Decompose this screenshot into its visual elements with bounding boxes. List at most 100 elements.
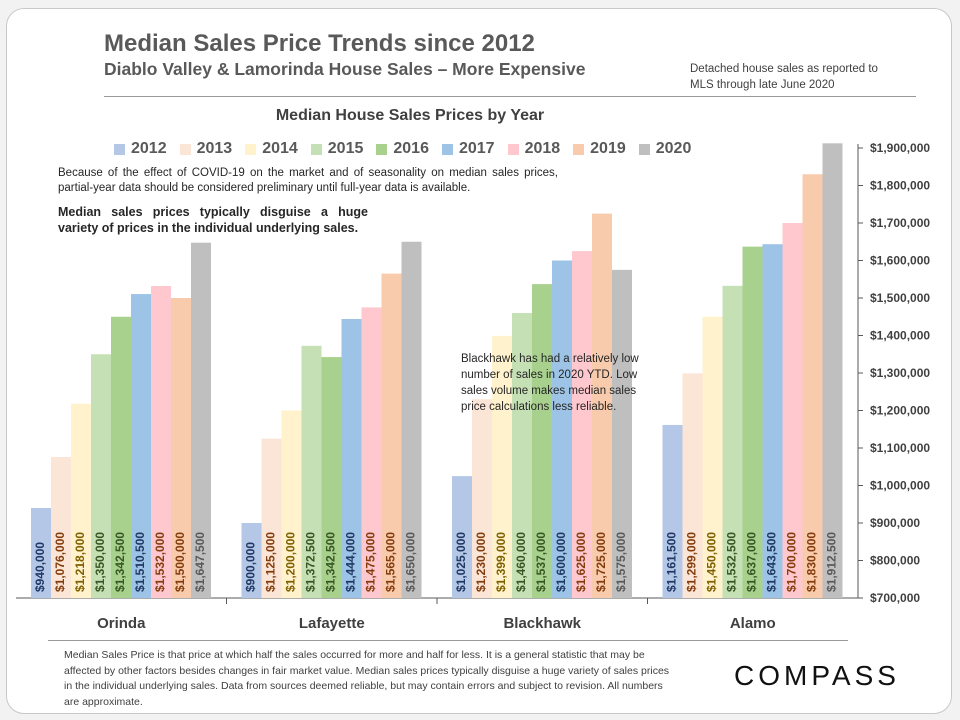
bar	[592, 213, 612, 598]
bar	[341, 319, 362, 598]
bar-data-label: $1,460,000	[514, 532, 528, 592]
bar	[91, 354, 111, 598]
legend-label: 2017	[458, 140, 495, 157]
x-category-label: Alamo	[730, 615, 776, 632]
bar-data-label: $1,575,000	[614, 532, 628, 592]
y-tick-label: $1,100,000	[870, 441, 930, 455]
x-category-label: Lafayette	[299, 615, 365, 632]
y-tick-label: $1,600,000	[870, 254, 930, 268]
bar-data-label: $1,637,000	[745, 532, 759, 592]
legend-swatch	[441, 143, 453, 155]
footer-divider	[48, 640, 848, 641]
bar-data-label: $1,230,000	[474, 532, 488, 592]
legend-swatch	[638, 143, 650, 155]
bar-data-label: $1,532,000	[153, 532, 167, 592]
bar-data-label: $1,125,000	[264, 532, 278, 592]
legend-label: 2019	[590, 140, 626, 157]
legend-swatch	[573, 143, 585, 155]
covid-note: Because of the effect of COVID-19 on the…	[58, 167, 558, 194]
bar-data-label: $1,500,000	[173, 532, 187, 592]
legend-label: 2012	[131, 140, 167, 157]
bar-data-label: $1,912,500	[825, 532, 839, 592]
y-tick-label: $1,900,000	[870, 141, 930, 155]
legend-item: 2015	[310, 140, 364, 158]
bar	[301, 345, 322, 598]
bar-data-label: $1,600,000	[554, 532, 568, 592]
legend-label: 2015	[327, 140, 364, 157]
footer-disclaimer: Median Sales Price is that price at whic…	[64, 649, 670, 708]
bar-data-label: $1,299,000	[685, 532, 699, 592]
legend-item: 2012	[114, 140, 167, 158]
legend-swatch	[179, 143, 191, 155]
bar-data-label: $1,647,500	[193, 532, 207, 592]
bar-data-label: $1,475,000	[364, 532, 378, 592]
bar	[321, 357, 342, 598]
y-tick-label: $1,500,000	[870, 291, 930, 305]
legend-item: 2017	[441, 140, 495, 158]
legend-label: 2016	[393, 140, 429, 157]
bar-data-label: $1,565,000	[384, 532, 398, 592]
bar-data-label: $1,510,500	[133, 532, 147, 592]
y-tick-label: $700,000	[870, 591, 920, 605]
legend-item: 2018	[507, 140, 561, 158]
bar	[702, 316, 723, 598]
bar-data-label: $1,700,000	[785, 532, 799, 592]
bar-data-label: $1,200,000	[284, 532, 298, 592]
bar-data-label: $1,537,000	[534, 532, 548, 592]
bar-data-label: $1,161,500	[665, 532, 679, 592]
bar	[171, 298, 191, 598]
bar	[782, 223, 803, 598]
bar-data-label: $1,532,500	[725, 532, 739, 592]
header-divider	[104, 96, 916, 97]
bar-data-label: $1,218,000	[73, 532, 87, 592]
bar	[111, 316, 131, 598]
bar	[662, 424, 683, 598]
bar	[472, 399, 492, 598]
bar	[241, 523, 262, 598]
bar	[612, 269, 632, 598]
y-tick-label: $1,700,000	[870, 216, 930, 230]
bar	[151, 286, 171, 598]
legend-item: 2020	[638, 140, 692, 158]
blackhawk-note: Blackhawk has had a relatively low numbe…	[461, 353, 639, 413]
bar-data-label: $900,000	[244, 542, 258, 592]
legend-label: 2014	[262, 140, 298, 157]
bar-data-label: $1,076,000	[53, 532, 67, 592]
legend-label: 2020	[655, 140, 692, 157]
legend-item: 2019	[573, 140, 626, 158]
x-category-label: Orinda	[97, 615, 146, 632]
bar-data-label: $1,350,000	[93, 532, 107, 592]
legend-item: 2013	[179, 140, 232, 158]
legend-swatch	[245, 143, 257, 155]
bar	[452, 476, 472, 598]
legend-item: 2016	[376, 140, 429, 158]
bar	[401, 241, 422, 598]
bar	[512, 313, 532, 598]
legend-label: 2018	[524, 140, 561, 157]
bar-data-label: $1,650,000	[404, 532, 418, 592]
page-title: Median Sales Price Trends since 2012	[104, 30, 535, 57]
bar	[71, 403, 91, 598]
bar	[261, 438, 282, 598]
bar	[191, 242, 211, 598]
bar	[822, 143, 843, 598]
legend-swatch	[376, 143, 388, 155]
bar	[722, 285, 743, 598]
variety-note: Median sales prices typically disguise a…	[58, 205, 368, 235]
y-tick-label: $1,000,000	[870, 479, 930, 493]
bar	[361, 307, 382, 598]
legend-swatch	[310, 143, 322, 155]
bar	[51, 457, 71, 598]
bar-data-label: $1,643,500	[765, 532, 779, 592]
chart-title: Median House Sales Prices by Year	[275, 107, 545, 124]
bar-data-label: $1,372,500	[304, 532, 318, 592]
bar	[742, 246, 763, 598]
bar	[532, 284, 552, 598]
bar-data-label: $1,342,500	[324, 532, 338, 592]
legend-item: 2014	[245, 140, 298, 158]
legend-swatch	[507, 143, 519, 155]
bar	[682, 373, 703, 598]
y-tick-label: $900,000	[870, 516, 920, 530]
bar	[492, 335, 512, 598]
